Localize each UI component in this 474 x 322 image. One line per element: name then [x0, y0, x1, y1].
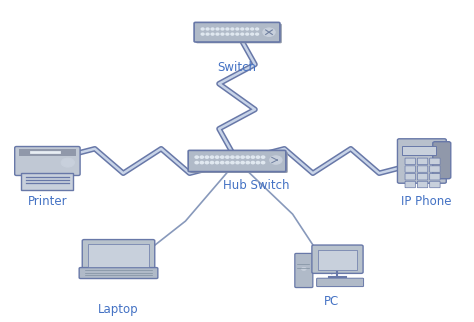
Circle shape [241, 33, 244, 35]
Circle shape [246, 28, 249, 30]
FancyBboxPatch shape [405, 181, 415, 188]
FancyBboxPatch shape [417, 158, 428, 165]
Circle shape [211, 28, 214, 30]
FancyBboxPatch shape [82, 240, 155, 271]
Circle shape [226, 28, 229, 30]
Circle shape [270, 156, 282, 164]
Circle shape [231, 33, 234, 35]
Circle shape [262, 162, 264, 164]
Circle shape [236, 28, 239, 30]
FancyBboxPatch shape [429, 181, 440, 188]
Circle shape [216, 33, 219, 35]
Circle shape [221, 33, 224, 35]
Text: IP Phone: IP Phone [401, 195, 452, 208]
FancyBboxPatch shape [397, 139, 447, 183]
Circle shape [231, 162, 234, 164]
Circle shape [220, 156, 224, 158]
Circle shape [220, 162, 224, 164]
Circle shape [246, 33, 249, 35]
Circle shape [195, 156, 198, 158]
Circle shape [246, 162, 249, 164]
Text: Laptop: Laptop [98, 303, 139, 316]
FancyBboxPatch shape [405, 166, 415, 172]
Circle shape [206, 33, 209, 35]
Circle shape [226, 156, 229, 158]
Circle shape [211, 33, 214, 35]
Circle shape [236, 162, 239, 164]
FancyBboxPatch shape [417, 166, 428, 172]
Circle shape [216, 162, 219, 164]
FancyBboxPatch shape [317, 278, 364, 287]
FancyBboxPatch shape [19, 149, 76, 156]
Circle shape [251, 33, 254, 35]
FancyBboxPatch shape [194, 22, 280, 42]
Circle shape [236, 33, 239, 35]
Circle shape [241, 28, 244, 30]
FancyBboxPatch shape [402, 146, 436, 155]
FancyBboxPatch shape [196, 24, 282, 43]
Circle shape [241, 156, 244, 158]
Circle shape [205, 156, 209, 158]
Circle shape [206, 28, 209, 30]
Circle shape [201, 28, 204, 30]
FancyBboxPatch shape [312, 245, 363, 273]
Circle shape [200, 162, 203, 164]
Circle shape [61, 158, 74, 167]
Circle shape [200, 156, 203, 158]
Circle shape [236, 156, 239, 158]
Circle shape [210, 162, 214, 164]
Circle shape [205, 162, 209, 164]
Circle shape [255, 28, 259, 30]
Circle shape [246, 156, 249, 158]
FancyBboxPatch shape [417, 174, 428, 180]
Text: Printer: Printer [27, 195, 67, 208]
Circle shape [263, 28, 275, 36]
FancyBboxPatch shape [417, 181, 428, 188]
Circle shape [251, 28, 254, 30]
Text: PC: PC [324, 295, 339, 308]
FancyBboxPatch shape [405, 174, 415, 180]
Circle shape [216, 28, 219, 30]
Circle shape [262, 156, 264, 158]
Circle shape [226, 33, 229, 35]
FancyBboxPatch shape [88, 244, 149, 267]
Circle shape [255, 33, 259, 35]
Circle shape [256, 162, 260, 164]
FancyBboxPatch shape [429, 174, 440, 180]
Text: Switch: Switch [218, 61, 256, 74]
Circle shape [301, 267, 306, 270]
FancyBboxPatch shape [429, 166, 440, 172]
Circle shape [256, 156, 260, 158]
FancyBboxPatch shape [405, 158, 415, 165]
Circle shape [251, 156, 255, 158]
FancyBboxPatch shape [295, 253, 313, 288]
Circle shape [195, 162, 198, 164]
FancyBboxPatch shape [429, 158, 440, 165]
Circle shape [216, 156, 219, 158]
FancyBboxPatch shape [318, 250, 357, 270]
Circle shape [231, 156, 234, 158]
Circle shape [201, 33, 204, 35]
Circle shape [241, 162, 244, 164]
Circle shape [221, 28, 224, 30]
Circle shape [210, 156, 214, 158]
FancyBboxPatch shape [190, 152, 288, 173]
Circle shape [231, 28, 234, 30]
Text: Hub Switch: Hub Switch [223, 179, 289, 192]
FancyBboxPatch shape [433, 142, 451, 179]
FancyBboxPatch shape [79, 268, 158, 279]
FancyBboxPatch shape [21, 173, 73, 190]
Circle shape [226, 162, 229, 164]
Circle shape [251, 162, 255, 164]
FancyBboxPatch shape [15, 147, 80, 175]
FancyBboxPatch shape [188, 150, 286, 172]
